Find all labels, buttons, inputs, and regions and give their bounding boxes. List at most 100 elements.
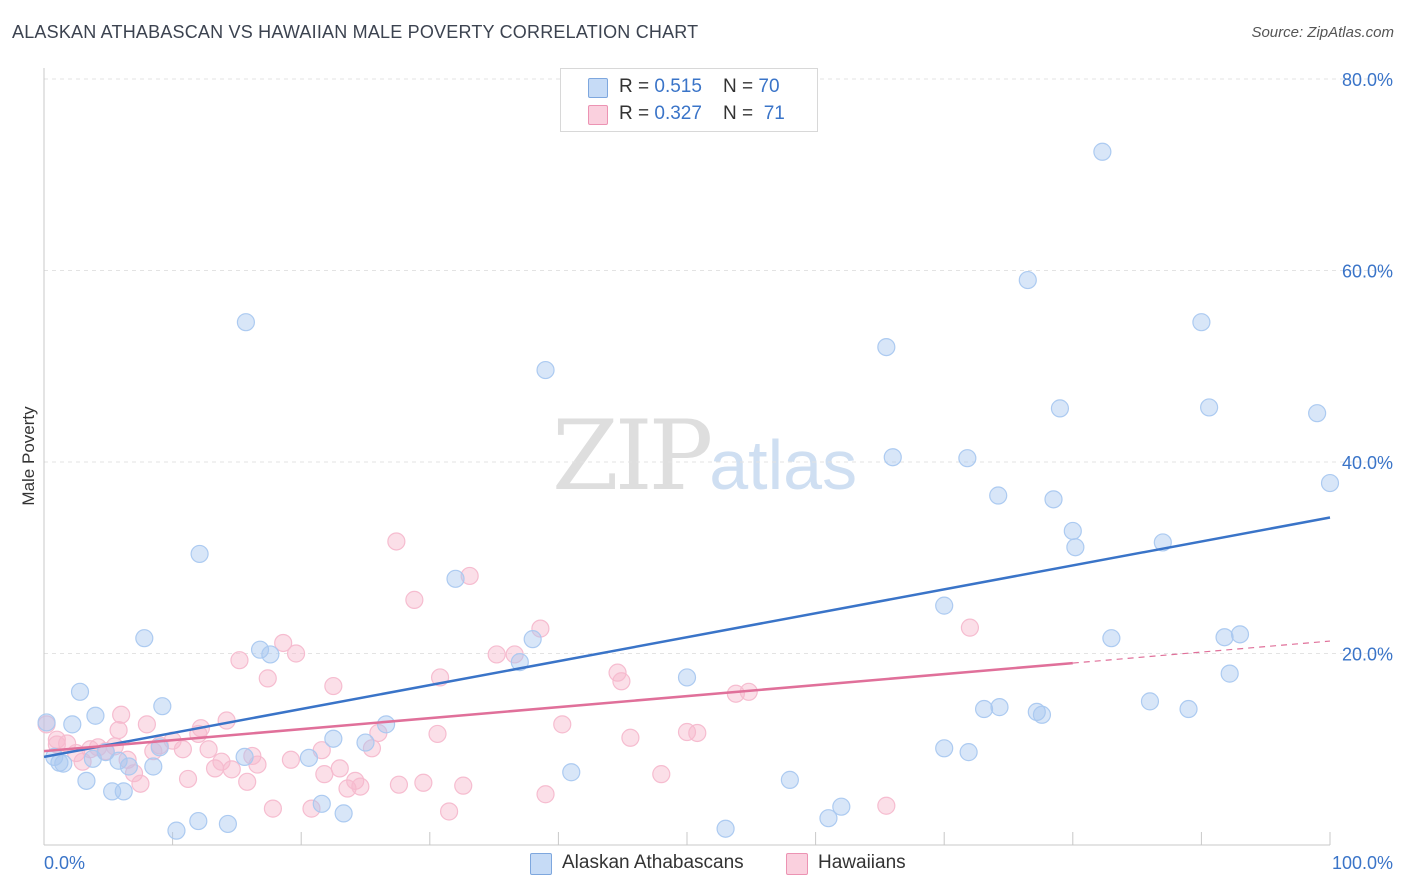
hawaiian-point <box>960 618 980 637</box>
athabascan-point <box>935 739 954 758</box>
athabascan-point <box>780 770 799 789</box>
athabascan-point <box>989 486 1008 505</box>
athabascan-point <box>50 753 69 772</box>
athabascan-point <box>1063 521 1082 541</box>
hawaiian-point <box>414 773 433 792</box>
athabascan-point <box>1032 705 1052 724</box>
hawaiian-point <box>199 740 218 759</box>
watermark-atlas: atlas <box>709 426 858 504</box>
hawaiian-point <box>608 663 627 682</box>
athabascan-point <box>250 640 270 659</box>
athabascan-point <box>114 782 133 801</box>
y-tick-label: 80.0% <box>1342 70 1393 90</box>
athabascan-point <box>235 747 254 767</box>
athabascan-point <box>135 629 154 648</box>
athabascan-point <box>86 706 105 725</box>
hawaiian-point <box>487 645 506 664</box>
hawaiian-point <box>286 644 306 663</box>
athabascan-point <box>109 751 128 770</box>
athabascan-point <box>312 794 331 813</box>
hawaiian-point <box>389 775 409 794</box>
hawaiian-point <box>137 715 156 734</box>
legend-swatch-pink <box>588 105 608 125</box>
hawaiian-point <box>652 765 671 784</box>
athabascan-point <box>376 715 396 734</box>
athabascan-point <box>356 733 375 752</box>
hawaiian-point <box>428 724 447 744</box>
athabascan-point <box>1215 628 1234 647</box>
athabascan-point <box>1179 699 1198 719</box>
athabascan-point <box>446 569 465 588</box>
legend-swatch-blue <box>588 78 608 98</box>
hawaiian-point <box>274 633 293 653</box>
hawaiian-point <box>131 774 150 793</box>
trend-line-athabascan <box>43 516 1331 759</box>
legend-text-athabascan: R = 0.515 N = 70 <box>619 76 780 98</box>
athabascan-point <box>1050 399 1070 418</box>
athabascan-point <box>144 757 163 776</box>
athabascan-point <box>716 819 735 838</box>
athabascan-point <box>1027 702 1046 722</box>
athabascan-point <box>1093 142 1112 161</box>
hawaiian-point <box>109 720 128 740</box>
athabascan-point <box>167 821 186 840</box>
hawaiian-point <box>621 728 640 747</box>
athabascan-point <box>150 738 169 757</box>
hawaiian-point <box>536 785 555 804</box>
hawaiian-point <box>387 532 406 551</box>
watermark-zip: ZIP <box>552 400 713 512</box>
hawaiian-point <box>173 740 192 759</box>
bottom-legend-swatch-pink <box>786 853 808 875</box>
hawaiian-point <box>222 760 241 779</box>
hawaiian-point <box>330 759 349 778</box>
hawaiian-point <box>612 672 631 691</box>
x-tick-label: 100.0% <box>1332 853 1393 873</box>
athabascan-point <box>153 697 172 716</box>
bottom-legend-label: Hawaiians <box>818 852 906 873</box>
legend-n-value: 70 <box>758 76 780 97</box>
bottom-legend-label: Alaskan Athabascans <box>562 852 744 873</box>
athabascan-point <box>1320 473 1340 493</box>
athabascan-point <box>959 743 978 762</box>
hawaiian-point <box>212 752 231 771</box>
athabascan-point <box>37 713 56 732</box>
athabascan-point <box>70 682 90 701</box>
athabascan-point <box>96 743 115 762</box>
x-tick-label: 0.0% <box>44 853 85 873</box>
hawaiian-point <box>217 711 236 730</box>
athabascan-point <box>523 630 542 649</box>
athabascan-point <box>1018 270 1037 290</box>
hawaiian-point <box>230 651 249 670</box>
hawaiian-point <box>460 566 479 586</box>
athabascan-point <box>334 804 353 823</box>
legend-text-hawaiian: R = 0.327 N = 71 <box>619 103 785 125</box>
hawaiian-point <box>553 715 572 734</box>
legend-n-label: N = <box>723 103 759 124</box>
y-tick-label: 60.0% <box>1342 262 1393 282</box>
athabascan-point <box>974 699 994 719</box>
trend-line-hawaiian <box>43 661 1073 753</box>
legend-r-label: R = <box>619 103 655 124</box>
athabascan-points <box>37 142 1340 840</box>
athabascan-point <box>883 448 902 467</box>
athabascan-point <box>1308 404 1327 423</box>
athabascan-point <box>1140 692 1160 711</box>
athabascan-point <box>1192 313 1211 332</box>
athabascan-point <box>63 715 82 734</box>
hawaiian-point <box>351 777 370 796</box>
athabascan-point <box>958 449 977 468</box>
athabascan-point <box>1044 490 1063 509</box>
athabascan-point <box>1066 538 1085 557</box>
chart-title: ALASKAN ATHABASCAN VS HAWAIIAN MALE POVE… <box>12 22 699 42</box>
hawaiian-point <box>47 730 66 749</box>
athabascan-point <box>935 596 954 615</box>
legend-n-value: 71 <box>758 103 785 124</box>
hawaiian-point <box>238 772 257 791</box>
athabascan-point <box>119 757 138 776</box>
athabascan-point <box>536 360 555 380</box>
legend-n-label: N = <box>723 76 759 97</box>
y-axis-label: Male Poverty <box>19 406 38 506</box>
athabascan-point <box>189 811 208 831</box>
hawaiian-point <box>281 750 301 769</box>
